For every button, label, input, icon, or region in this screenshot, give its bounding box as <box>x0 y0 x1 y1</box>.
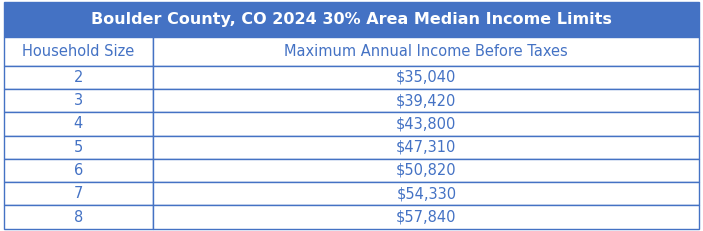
Text: 7: 7 <box>74 186 83 201</box>
Bar <box>4 159 153 182</box>
Bar <box>4 205 153 229</box>
Text: $43,800: $43,800 <box>396 116 456 131</box>
Text: Boulder County, CO 2024 30% Area Median Income Limits: Boulder County, CO 2024 30% Area Median … <box>91 12 612 27</box>
Text: Household Size: Household Size <box>22 44 134 59</box>
Bar <box>153 89 699 112</box>
Bar <box>153 182 699 205</box>
Text: $39,420: $39,420 <box>396 93 456 108</box>
Bar <box>153 159 699 182</box>
Bar <box>4 136 153 159</box>
Bar <box>4 37 153 66</box>
Bar <box>153 136 699 159</box>
Bar <box>4 66 153 89</box>
Bar <box>153 112 699 136</box>
Bar <box>153 37 699 66</box>
Bar <box>153 66 699 89</box>
Text: 6: 6 <box>74 163 83 178</box>
Text: 8: 8 <box>74 210 83 225</box>
Bar <box>4 2 699 37</box>
Text: 3: 3 <box>74 93 83 108</box>
Text: 4: 4 <box>74 116 83 131</box>
Text: 2: 2 <box>74 70 83 85</box>
Text: $47,310: $47,310 <box>396 140 456 155</box>
Text: $35,040: $35,040 <box>396 70 456 85</box>
Text: Maximum Annual Income Before Taxes: Maximum Annual Income Before Taxes <box>285 44 568 59</box>
Text: $54,330: $54,330 <box>396 186 456 201</box>
Text: $57,840: $57,840 <box>396 210 456 225</box>
Bar <box>153 205 699 229</box>
Bar <box>4 89 153 112</box>
Text: 5: 5 <box>74 140 83 155</box>
Text: $50,820: $50,820 <box>396 163 457 178</box>
Bar <box>4 112 153 136</box>
Bar <box>4 182 153 205</box>
